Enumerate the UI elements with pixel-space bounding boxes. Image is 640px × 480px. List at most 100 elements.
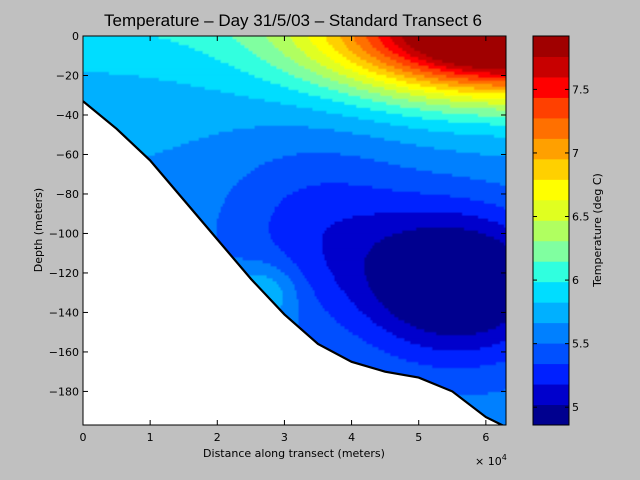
field-cell [324,254,367,259]
field-cell [266,59,296,64]
colorbar-band [533,302,569,324]
field-cell [334,59,351,64]
field-cell [322,242,375,247]
field-cell [286,194,451,199]
field-cell [422,116,506,121]
field-cell [382,302,506,306]
field-cell [288,275,306,279]
field-cell [194,47,250,52]
field-cell [294,41,314,46]
field-cell [418,56,433,61]
field-cell [386,74,405,79]
field-cell [374,293,506,297]
field-cell [400,140,506,145]
field-cell [334,128,429,133]
field-cell [258,164,401,169]
field-cell [298,314,332,318]
field-cell [416,227,465,232]
field-cell [370,41,383,46]
field-cell [344,101,387,106]
field-cell [326,38,343,43]
field-cell [172,146,435,151]
field-cell [484,200,506,205]
field-cell [504,206,506,211]
field-cell [234,92,310,97]
field-cell [402,230,479,235]
field-cell [308,125,409,130]
field-cell [490,71,506,76]
field-cell [282,299,300,303]
y-tick-label: −40 [56,109,79,122]
field-cell [278,203,497,208]
field-cell [420,344,493,348]
field-cell [384,80,407,85]
field-cell [83,113,343,118]
field-cell [384,350,506,354]
field-cell [316,59,336,64]
field-cell [366,59,381,64]
colorbar-band [533,97,569,119]
field-cell [298,299,320,303]
field-cell [280,305,300,309]
field-cell [450,194,506,199]
field-cell [248,95,322,100]
field-cell [504,389,506,393]
field-cell [348,83,373,88]
field-cell [83,38,172,43]
field-cell [352,131,455,136]
field-cell [362,311,391,315]
field-cell [238,281,278,285]
field-cell [490,122,506,127]
field-cell [432,56,506,61]
field-cell [496,107,506,112]
field-cell [83,59,222,64]
field-cell [318,47,336,52]
field-cell [248,47,280,52]
field-cell [264,98,334,103]
field-cell [272,278,292,282]
colorbar-band [533,56,569,78]
field-cell [366,278,506,282]
field-cell [456,149,506,154]
field-cell [270,236,324,241]
field-cell [246,173,453,178]
colorbar-band [533,343,569,365]
field-cell [300,47,320,52]
field-cell [410,389,505,393]
y-tick-label: −100 [49,227,79,240]
field-cell [83,68,242,73]
field-cell [434,146,506,151]
field-cell [468,77,506,82]
x-axis-multiplier: × 104 [475,453,507,468]
colorbar-tick-label: 6 [572,274,579,287]
field-cell [83,65,236,70]
field-cell [340,362,419,366]
colorbar-bands [533,36,569,426]
field-cell [83,74,140,79]
field-cell [340,36,355,40]
field-cell [282,68,312,73]
field-cell [83,56,216,61]
field-cell [298,305,324,309]
field-cell [364,374,506,378]
field-cell [298,326,345,330]
field-cell [302,338,363,342]
field-cell [232,185,308,190]
field-cell [318,350,385,354]
field-cell [254,74,296,79]
field-cell [226,254,288,259]
field-cell [344,290,373,294]
field-cell [432,347,481,351]
field-cell [314,347,379,351]
field-cell [488,392,506,396]
field-cell [450,104,506,109]
field-cell [83,89,222,94]
field-cell [176,80,272,85]
field-cell [83,92,236,97]
y-tick-label: 0 [72,30,79,43]
field-cell [406,359,506,363]
field-cell [488,329,506,333]
field-cell [326,53,343,58]
field-cell [370,248,506,253]
field-cell [322,245,373,250]
